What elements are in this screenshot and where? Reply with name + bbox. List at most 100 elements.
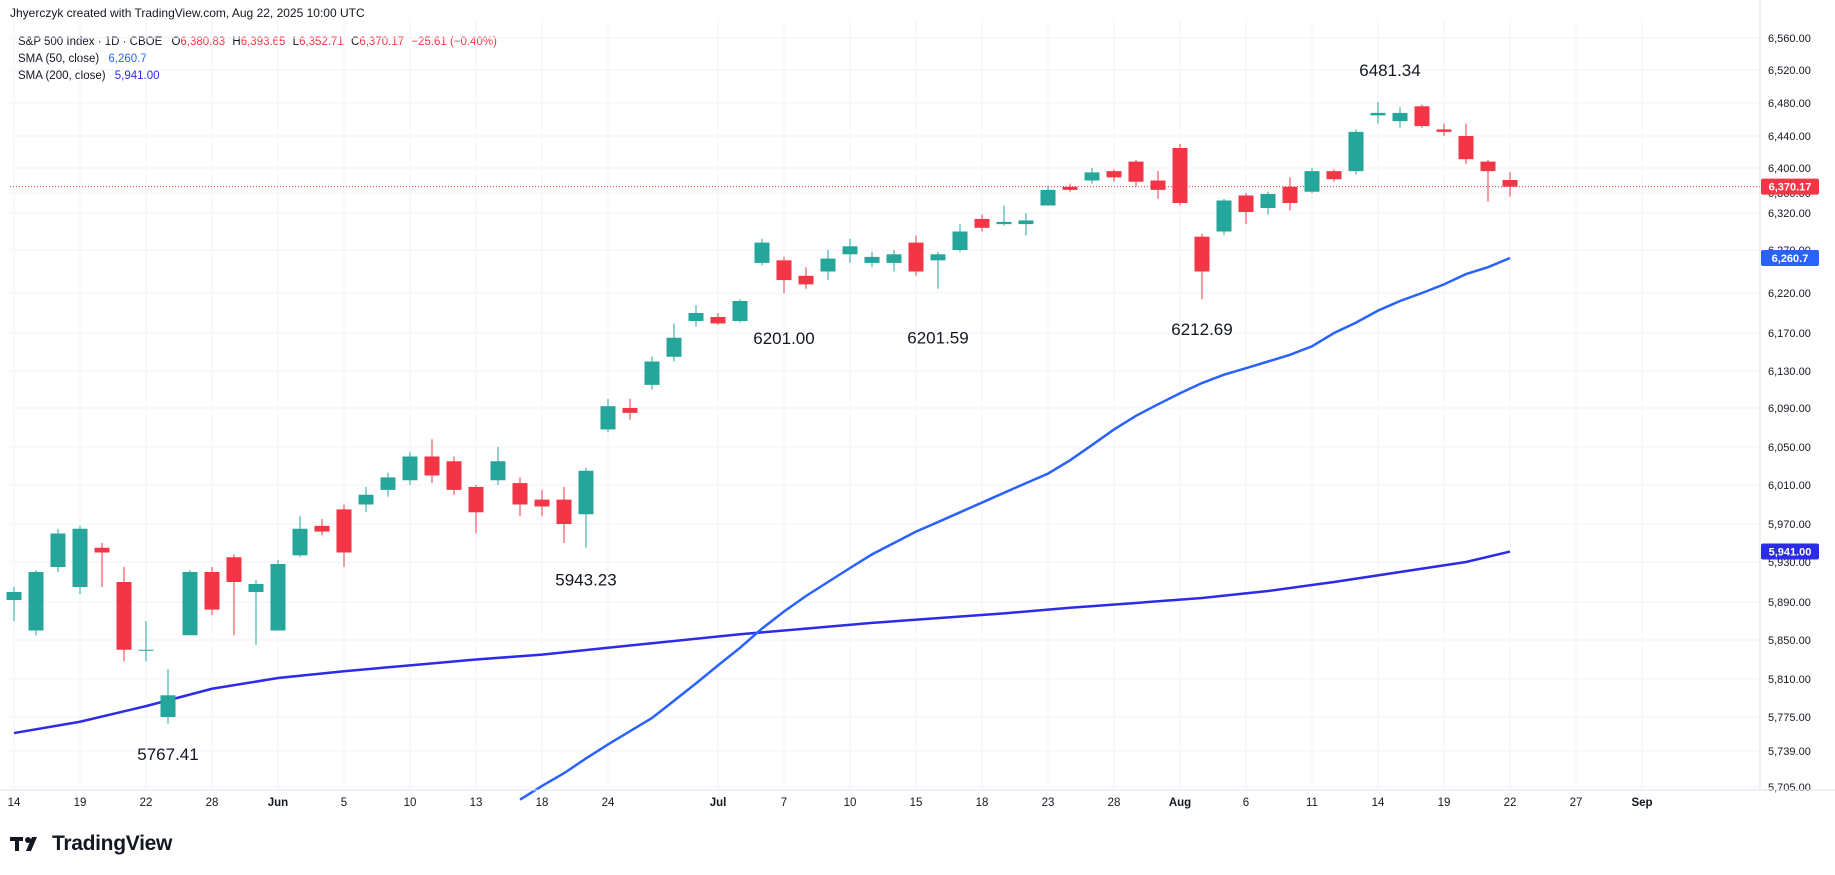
candle-body	[1260, 194, 1276, 208]
y-tick-label: 6,480.00	[1768, 98, 1811, 110]
candle	[380, 472, 396, 497]
candle-body	[1084, 172, 1100, 181]
x-axis[interactable]: 14 19 22 28 Jun 5 10 13 18 24 Jul 7 10 15 18 23 28 Aug 6 11…	[0, 789, 1835, 809]
candle	[1414, 104, 1430, 128]
sma200-value: 5,941.00	[114, 70, 160, 82]
candle	[578, 467, 594, 548]
candle	[534, 489, 550, 517]
candle-body	[490, 461, 506, 481]
candle	[1282, 177, 1298, 211]
chart-credit: Jhyerczyk created with TradingView.com, …	[10, 6, 365, 20]
grid	[10, 20, 1760, 790]
candle-body	[556, 499, 572, 524]
y-tick-label: 6,220.00	[1768, 288, 1811, 300]
candle-body	[644, 361, 660, 385]
candle	[622, 398, 638, 420]
candle	[930, 251, 946, 289]
candle	[6, 587, 22, 621]
candle-body	[28, 572, 44, 631]
candle-body	[446, 461, 462, 490]
ohlc-close: C6,370.17	[351, 36, 405, 48]
candle	[314, 519, 330, 536]
y-tick-label: 6,170.00	[1768, 328, 1811, 340]
candle	[160, 669, 176, 724]
candle	[842, 238, 858, 263]
y-tick-label: 6,560.00	[1768, 33, 1811, 45]
candle	[358, 486, 374, 513]
ohlc-high: H6,393.65	[232, 36, 286, 48]
candle	[600, 398, 616, 433]
x-tick-label: 11	[1306, 797, 1318, 809]
candle-body	[50, 533, 66, 567]
sma50-value: 6,260.7	[108, 53, 147, 65]
price-badges: 6,370.17 6,260.7 5,941.00	[1761, 178, 1819, 560]
candle-body	[974, 218, 990, 228]
candle	[116, 567, 132, 662]
x-tick-label: 5	[341, 797, 347, 809]
sma50-row[interactable]: SMA (50, close) 6,260.7	[18, 51, 501, 68]
y-tick-label: 6,400.00	[1768, 163, 1811, 175]
candle	[226, 554, 242, 636]
sma50-label: SMA (50, close)	[18, 53, 100, 65]
sma200-label: SMA (200, close)	[18, 70, 106, 82]
candle-body	[930, 254, 946, 261]
annotations: 5767.41 5943.23 6201.00 6201.59 6212.69 6481.…	[137, 61, 1420, 764]
candle-body	[908, 242, 924, 272]
candle-body	[248, 584, 264, 592]
candle-body	[380, 477, 396, 490]
candle	[864, 251, 880, 268]
candle-body	[1062, 186, 1078, 190]
sma200-row[interactable]: SMA (200, close) 5,941.00	[18, 68, 501, 85]
candle	[776, 256, 792, 293]
candle-body	[732, 301, 748, 321]
y-tick-label: 5,930.00	[1768, 557, 1811, 569]
candle	[138, 621, 154, 662]
candle	[952, 224, 968, 252]
candle-body	[6, 592, 22, 600]
candle-body	[1150, 180, 1166, 190]
candle	[1260, 191, 1276, 215]
candle	[1128, 160, 1144, 187]
candle	[1502, 171, 1518, 197]
price-annotation: 6201.00	[753, 329, 814, 348]
candle-body	[1502, 179, 1518, 187]
x-tick-label: 7	[781, 797, 787, 809]
candle-body	[270, 564, 286, 631]
y-tick-label: 5,850.00	[1768, 635, 1811, 647]
candle-body	[534, 499, 550, 507]
candle	[1348, 129, 1364, 175]
candle-body	[1392, 112, 1408, 122]
y-tick-label: 5,739.00	[1768, 746, 1811, 758]
sma200-line	[13, 550, 1511, 735]
y-tick-label: 5,775.00	[1768, 712, 1811, 724]
candle	[908, 235, 924, 276]
sma200-badge-bg	[1761, 543, 1819, 560]
candle-body	[1216, 200, 1232, 232]
candle	[424, 439, 440, 484]
price-annotation: 6481.34	[1359, 61, 1420, 80]
x-tick-label: 28	[1108, 797, 1121, 809]
candle	[886, 250, 902, 272]
candle-body	[754, 242, 770, 263]
y-axis[interactable]: 5,705.00 5,739.00 5,775.00 5,810.00 5,850.00…	[1759, 0, 1811, 794]
symbol-label: S&P 500 Index · 1D · CBOE	[18, 36, 163, 48]
candle	[270, 560, 286, 631]
price-annotation: 6212.69	[1171, 320, 1232, 339]
x-tick-label: 28	[206, 797, 219, 809]
candle-body	[204, 572, 220, 610]
candle	[50, 528, 66, 572]
candle-body	[1436, 129, 1452, 132]
sma50-layer	[519, 256, 1511, 801]
x-tick-label: 19	[1438, 797, 1451, 809]
candle-body	[1480, 161, 1496, 172]
candle-body	[138, 649, 154, 651]
candle	[1458, 123, 1474, 164]
last-price-badge-bg	[1761, 178, 1819, 195]
candle-body	[314, 525, 330, 532]
candle	[402, 451, 418, 485]
candle	[204, 567, 220, 616]
candle	[1194, 233, 1210, 300]
y-tick-label: 6,440.00	[1768, 131, 1811, 143]
tradingview-logo[interactable]: TradingView	[10, 832, 172, 856]
